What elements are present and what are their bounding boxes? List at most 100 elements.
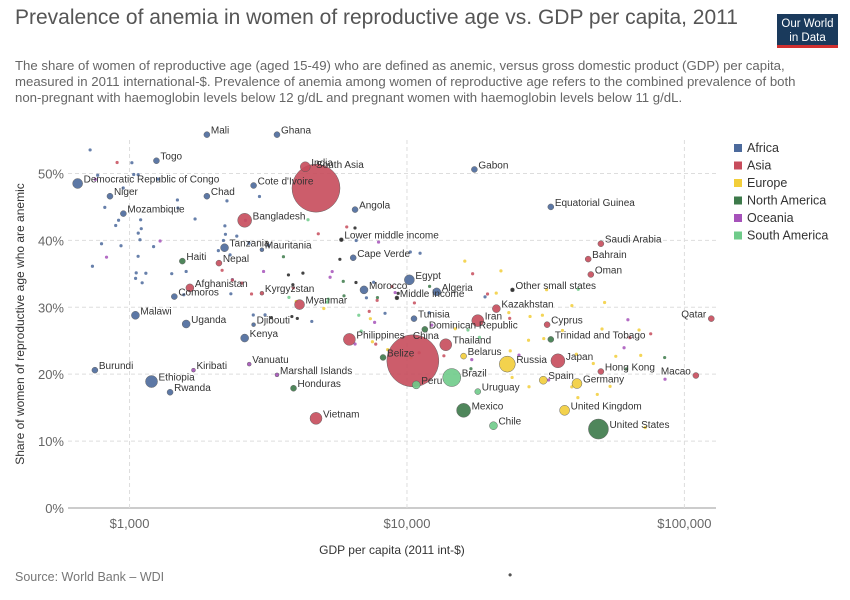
data-label: Middle income [400,289,465,300]
background-point [247,241,251,245]
data-label: Honduras [298,379,341,390]
background-point [88,148,92,152]
data-label: Kenya [250,329,279,340]
background-point [230,278,235,282]
data-label: Uruguay [482,383,520,394]
point-chile [489,421,498,430]
background-point [140,281,144,285]
data-label: Trinidad and Tobago [555,330,646,341]
point-tanzania [220,243,229,252]
y-tick-label: 30% [38,300,64,315]
legend-swatch [734,196,742,205]
background-point [322,306,326,311]
data-label: Tanzania [230,239,270,250]
background-point [184,269,188,274]
our-world-in-data-logo[interactable]: Our World in Data [777,14,838,48]
point-uruguay [474,388,482,395]
point-ghana [273,131,281,138]
point-uganda [181,319,191,329]
background-point [326,297,330,301]
data-label: South Asia [316,160,364,171]
data-label: Comoros [178,288,219,299]
y-tick-label: 0% [45,501,64,516]
background-point [427,311,431,315]
background-point [639,353,643,357]
data-label: Russia [516,355,547,366]
background-point [663,377,667,381]
point-middle-income [394,295,400,301]
background-point [374,342,378,346]
background-point [418,251,422,255]
point-thailand [439,338,453,351]
background-point [291,286,295,290]
background-point [132,172,136,177]
legend-item-africa: Africa [747,141,779,155]
background-point [576,396,580,400]
background-point [570,304,574,308]
background-point [430,323,434,327]
background-point [257,194,262,199]
background-point [591,361,595,366]
data-label: Vietnam [323,409,360,420]
background-point [261,269,266,274]
point-algeria [432,287,441,297]
point-rwanda [166,388,174,396]
background-point [483,295,487,299]
point-morocco [359,285,369,295]
point-egypt [404,274,415,286]
point-comoros [171,293,178,300]
background-point [266,243,271,247]
data-label: India [311,158,333,169]
background-point [134,271,138,275]
background-point [114,223,118,228]
data-label: Thailand [453,336,491,347]
background-point [228,253,232,257]
background-point [269,316,273,320]
legend-item-asia: Asia [747,159,771,173]
background-point [368,317,372,321]
background-point [136,231,140,235]
y-tick-label: 10% [38,434,64,449]
point-mali [203,131,211,138]
background-point [508,349,512,353]
background-point [466,328,470,332]
source-note: Source: World Bank – WDI [15,570,165,584]
background-point [376,240,381,244]
point-cote-d-ivoire [250,182,257,189]
data-label: Belize [387,348,415,359]
background-point [608,384,612,388]
background-point [477,335,482,339]
background-point [290,314,294,319]
background-point [507,311,511,315]
background-point [175,198,180,202]
data-label: Hong Kong [605,363,655,374]
data-label: Haiti [186,252,206,263]
background-point [499,269,503,273]
data-label: Kyrgyzstan [265,284,314,295]
background-point [574,352,578,356]
background-point [364,296,369,300]
background-point [341,279,345,283]
background-point [528,314,532,319]
legend-item-europe: Europe [747,176,787,190]
point-mexico [456,403,471,418]
background-point [517,353,521,357]
background-point [373,320,377,325]
data-label: Algeria [442,283,474,294]
point-mozambique [120,210,127,217]
data-label: Djibouti [257,316,290,327]
background-point [628,336,632,340]
background-point [542,336,546,341]
background-point [469,367,473,371]
data-label: Marshall Islands [280,366,352,377]
background-point [485,292,490,296]
data-label: Kiribati [196,361,227,372]
background-point [463,259,467,263]
point-philippines [343,333,356,346]
data-label: Tunisia [418,310,450,321]
point-djibouti [251,322,256,327]
point-myanmar [294,299,305,310]
data-label: Cote d'Ivoire [258,176,314,187]
background-point [291,283,295,287]
data-label: Niger [114,187,139,198]
